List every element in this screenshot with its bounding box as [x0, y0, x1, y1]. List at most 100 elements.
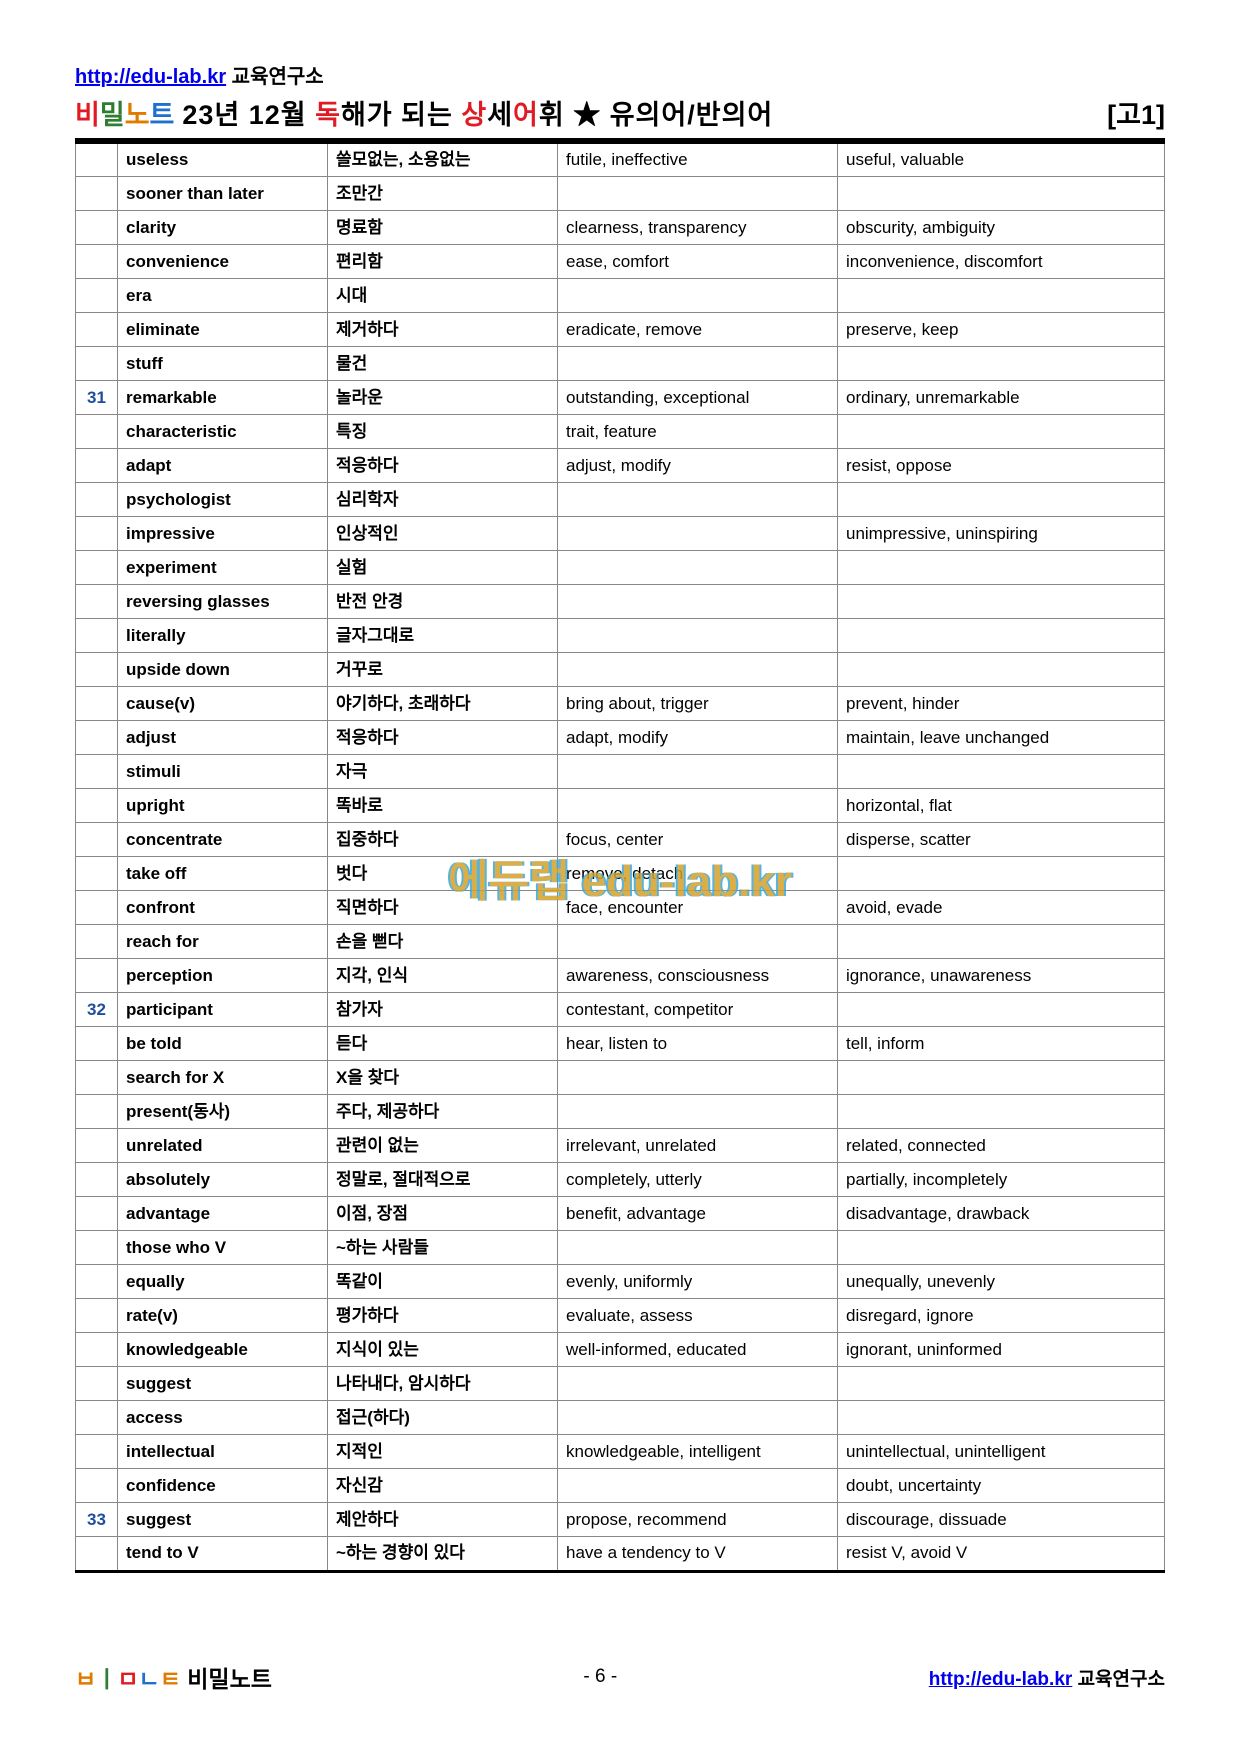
cell-num	[76, 1197, 118, 1231]
header-url-suffix: 교육연구소	[226, 66, 324, 88]
cell-antonym: useful, valuable	[838, 143, 1165, 177]
cell-meaning: 정말로, 절대적으로	[328, 1163, 558, 1197]
header-url[interactable]: http://edu-lab.kr	[75, 66, 226, 88]
cell-num: 31	[76, 381, 118, 415]
cell-word: take off	[118, 857, 328, 891]
footer-logo-chars: ㅂㅣㅁㄴㅌ	[75, 1666, 181, 1692]
cell-antonym	[838, 755, 1165, 789]
cell-synonym	[558, 925, 838, 959]
cell-meaning: 쓸모없는, 소용없는	[328, 143, 558, 177]
cell-synonym: knowledgeable, intelligent	[558, 1435, 838, 1469]
cell-antonym	[838, 415, 1165, 449]
cell-synonym: futile, ineffective	[558, 143, 838, 177]
table-row: 32participant참가자contestant, competitor	[76, 993, 1165, 1027]
cell-meaning: X을 찾다	[328, 1061, 558, 1095]
cell-meaning: ~하는 사람들	[328, 1231, 558, 1265]
footer-url[interactable]: http://edu-lab.kr	[929, 1669, 1073, 1690]
cell-meaning: 참가자	[328, 993, 558, 1027]
cell-synonym	[558, 1367, 838, 1401]
cell-word: knowledgeable	[118, 1333, 328, 1367]
table-row: absolutely정말로, 절대적으로completely, utterlyp…	[76, 1163, 1165, 1197]
cell-synonym	[558, 1469, 838, 1503]
cell-antonym	[838, 619, 1165, 653]
cell-meaning: 인상적인	[328, 517, 558, 551]
cell-antonym: disregard, ignore	[838, 1299, 1165, 1333]
cell-antonym	[838, 653, 1165, 687]
table-row: intellectual지적인knowledgeable, intelligen…	[76, 1435, 1165, 1469]
cell-word: adjust	[118, 721, 328, 755]
table-row: upside down거꾸로	[76, 653, 1165, 687]
cell-synonym	[558, 755, 838, 789]
cell-antonym: inconvenience, discomfort	[838, 245, 1165, 279]
footer-url-suffix: 교육연구소	[1072, 1669, 1165, 1690]
cell-synonym: focus, center	[558, 823, 838, 857]
cell-num	[76, 1333, 118, 1367]
cell-antonym	[838, 279, 1165, 313]
cell-meaning: 나타내다, 암시하다	[328, 1367, 558, 1401]
cell-synonym: adapt, modify	[558, 721, 838, 755]
cell-meaning: 똑바로	[328, 789, 558, 823]
cell-word: cause(v)	[118, 687, 328, 721]
cell-word: intellectual	[118, 1435, 328, 1469]
cell-antonym: preserve, keep	[838, 313, 1165, 347]
cell-word: advantage	[118, 1197, 328, 1231]
cell-word: remarkable	[118, 381, 328, 415]
cell-synonym: benefit, advantage	[558, 1197, 838, 1231]
table-row: 33suggest제안하다propose, recommenddiscourag…	[76, 1503, 1165, 1537]
cell-word: useless	[118, 143, 328, 177]
cell-num	[76, 653, 118, 687]
cell-antonym	[838, 1367, 1165, 1401]
cell-word: search for X	[118, 1061, 328, 1095]
table-row: characteristic특징trait, feature	[76, 415, 1165, 449]
cell-antonym	[838, 483, 1165, 517]
cell-antonym	[838, 1231, 1165, 1265]
cell-meaning: 거꾸로	[328, 653, 558, 687]
cell-word: stimuli	[118, 755, 328, 789]
cell-num	[76, 1367, 118, 1401]
cell-antonym	[838, 177, 1165, 211]
table-row: cause(v)야기하다, 초래하다bring about, triggerpr…	[76, 687, 1165, 721]
cell-word: unrelated	[118, 1129, 328, 1163]
footer-logo-text: 비밀노트	[181, 1666, 272, 1692]
cell-word: rate(v)	[118, 1299, 328, 1333]
cell-num	[76, 925, 118, 959]
table-row: stimuli자극	[76, 755, 1165, 789]
cell-word: present(동사)	[118, 1095, 328, 1129]
cell-synonym: remove, detach	[558, 857, 838, 891]
table-row: reversing glasses반전 안경	[76, 585, 1165, 619]
cell-num	[76, 1095, 118, 1129]
cell-antonym: unimpressive, uninspiring	[838, 517, 1165, 551]
cell-antonym: ignorance, unawareness	[838, 959, 1165, 993]
cell-meaning: 적응하다	[328, 449, 558, 483]
cell-num	[76, 449, 118, 483]
table-row: those who V~하는 사람들	[76, 1231, 1165, 1265]
cell-meaning: 벗다	[328, 857, 558, 891]
table-row: rate(v)평가하다evaluate, assessdisregard, ig…	[76, 1299, 1165, 1333]
logo-char: 노	[125, 93, 150, 132]
cell-synonym: adjust, modify	[558, 449, 838, 483]
logo-char: 밀	[100, 93, 125, 132]
cell-antonym: disadvantage, drawback	[838, 1197, 1165, 1231]
footer-logo-char: ㅁ	[117, 1666, 138, 1692]
cell-num	[76, 517, 118, 551]
cell-meaning: 접근(하다)	[328, 1401, 558, 1435]
table-row: equally똑같이evenly, uniformlyunequally, un…	[76, 1265, 1165, 1299]
cell-synonym: propose, recommend	[558, 1503, 838, 1537]
cell-num	[76, 1061, 118, 1095]
cell-antonym	[838, 993, 1165, 1027]
cell-num	[76, 245, 118, 279]
cell-synonym	[558, 1095, 838, 1129]
cell-word: eliminate	[118, 313, 328, 347]
cell-word: perception	[118, 959, 328, 993]
cell-meaning: 시대	[328, 279, 558, 313]
table-row: psychologist심리학자	[76, 483, 1165, 517]
table-row: advantage이점, 장점benefit, advantagedisadva…	[76, 1197, 1165, 1231]
table-row: reach for손을 뻗다	[76, 925, 1165, 959]
table-row: eliminate제거하다eradicate, removepreserve, …	[76, 313, 1165, 347]
cell-num	[76, 619, 118, 653]
cell-num	[76, 551, 118, 585]
cell-synonym	[558, 619, 838, 653]
cell-synonym: evenly, uniformly	[558, 1265, 838, 1299]
cell-synonym	[558, 517, 838, 551]
table-row: be told듣다hear, listen totell, inform	[76, 1027, 1165, 1061]
